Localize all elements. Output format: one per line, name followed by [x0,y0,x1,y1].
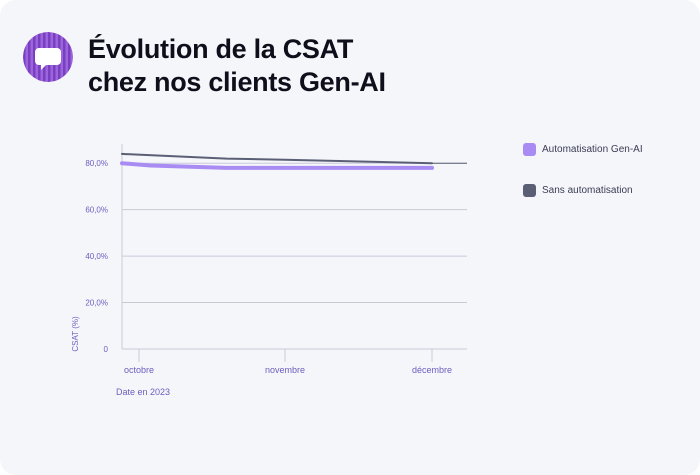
legend-swatch-automatisation [523,143,536,156]
y-tick-label: 20,0% [85,299,108,308]
x-tick-label: novembre [265,365,305,375]
legend-label-automatisation: Automatisation Gen-AI [542,144,643,155]
y-tick-label: 80,0% [85,159,108,168]
y-tick-label: 60,0% [85,206,108,215]
y-tick-label: 0 [104,345,109,354]
x-tick-label: octobre [124,365,154,375]
chat-bubble-icon [23,32,73,82]
y-axis-title: CSAT (%) [71,316,80,352]
x-tick-label: décembre [412,365,452,375]
legend-item-automatisation: Automatisation Gen-AI [523,143,643,156]
page-title: Évolution de la CSAT chez nos clients Ge… [88,33,386,99]
y-tick-label: 40,0% [85,252,108,261]
x-axis-title: Date en 2023 [116,387,170,397]
title-line-1: Évolution de la CSAT [88,34,354,64]
legend-item-sans-automatisation: Sans automatisation [523,184,633,197]
series-line-sans-automatisation [121,152,433,165]
legend-label-sans-automatisation: Sans automatisation [542,185,633,196]
series-line-automatisation [120,161,434,170]
legend-swatch-sans-automatisation [523,184,536,197]
title-line-2: chez nos clients Gen-AI [88,67,386,97]
